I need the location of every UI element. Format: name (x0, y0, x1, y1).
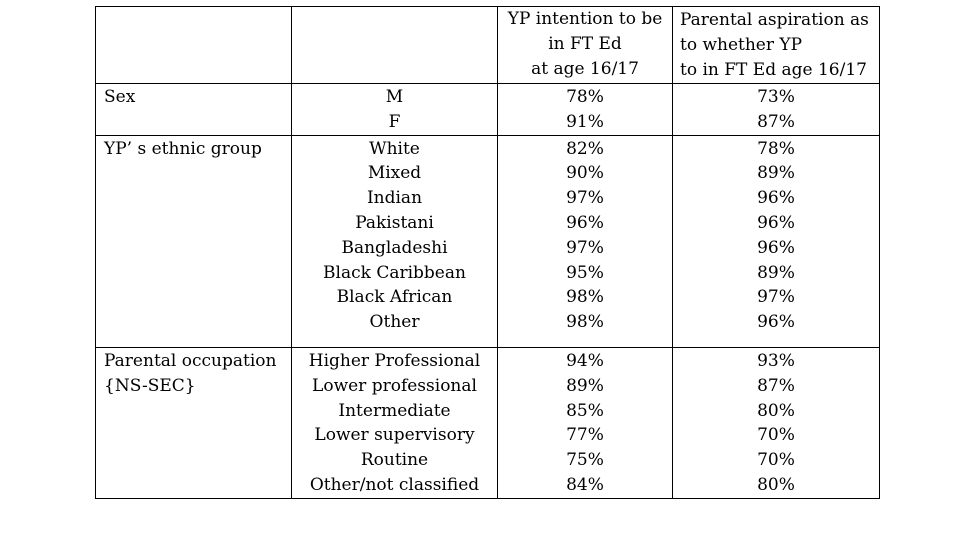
category-label: Other/not classified (309, 474, 480, 495)
header-yp-line-1: YP intention to be (507, 9, 663, 29)
parental-aspiration-value: 89% (757, 262, 795, 283)
category-label: Higher Professional (308, 350, 481, 371)
header-parent-line-2: to whether YP (680, 34, 803, 55)
header-row: YP intention to be in FT Ed at age 16/17… (95, 6, 880, 84)
parental-aspiration-value: 89% (757, 163, 795, 184)
yp-intention-cell: 82% 90% 97% 96% 97% 95% 98% 98% (497, 134, 673, 348)
header-cell-group (95, 6, 292, 84)
table-row: Parental occupation {NS-SEC} Higher Profes… (95, 346, 880, 499)
yp-intention-value: 78% (566, 87, 604, 107)
category-label: Bangladeshi (341, 237, 448, 258)
yp-intention-value: 91% (566, 111, 604, 132)
header-yp-line-3: at age 16/17 (531, 58, 639, 79)
parental-aspiration-value: 80% (757, 474, 795, 495)
parental-aspiration-value: 87% (757, 111, 795, 132)
category-label: F (388, 111, 401, 132)
yp-intention-value: 75% (566, 450, 604, 471)
data-table: YP intention to be in FT Ed at age 16/17… (95, 6, 880, 499)
category-label: Routine (360, 450, 429, 471)
yp-intention-value: 96% (566, 212, 604, 233)
parental-aspiration-value: 80% (757, 400, 795, 421)
yp-intention-value: 85% (566, 400, 604, 421)
parental-aspiration-value: 73% (757, 87, 795, 107)
category-cell: Higher Professional Lower professional Int… (291, 346, 498, 499)
group-label-cell: Sex (95, 83, 292, 136)
category-label: Lower professional (312, 375, 477, 396)
parental-aspiration-value: 87% (757, 375, 795, 396)
header-cell-category (291, 6, 498, 84)
category-label: Mixed (367, 163, 422, 184)
parental-aspiration-value: 93% (757, 350, 795, 371)
table-row: Sex M F 78% 91% 73% 87% (95, 83, 880, 136)
group-label: YP’ s ethnic group (104, 138, 262, 159)
row-spacer (498, 335, 672, 347)
yp-intention-cell: 78% 91% (497, 83, 673, 136)
yp-intention-value: 84% (566, 474, 604, 495)
parental-aspiration-cell: 78% 89% 96% 96% 96% 89% 97% 96% (672, 134, 880, 348)
yp-intention-value: 89% (566, 375, 604, 396)
header-yp-line-2: in FT Ed (548, 33, 622, 54)
yp-intention-value: 97% (566, 237, 604, 258)
category-label: Other (369, 312, 420, 333)
yp-intention-value: 77% (566, 425, 604, 446)
category-label: Indian (366, 188, 423, 209)
category-label: White (369, 138, 420, 159)
parental-aspiration-value: 97% (757, 287, 795, 308)
parental-aspiration-value: 70% (757, 450, 795, 471)
yp-intention-cell: 94% 89% 85% 77% 75% 84% (497, 346, 673, 499)
category-label: Intermediate (338, 400, 451, 421)
yp-intention-value: 98% (566, 287, 604, 308)
yp-intention-value: 95% (566, 262, 604, 283)
table-body: Sex M F 78% 91% 73% 87% YP’ s ethnic group White… (95, 83, 880, 499)
header-cell-parental-aspiration: Parental aspiration as to whether YP to … (672, 6, 880, 84)
category-label: Lower supervisory (314, 425, 475, 446)
parental-aspiration-cell: 93% 87% 80% 70% 70% 80% (672, 346, 880, 499)
yp-intention-value: 82% (566, 138, 604, 159)
group-label: Sex (104, 87, 136, 107)
category-label: Pakistani (355, 212, 434, 233)
header-cell-yp-intention: YP intention to be in FT Ed at age 16/17 (497, 6, 673, 84)
header-parent-line-3: to in FT Ed age 16/17 (680, 59, 867, 80)
row-spacer (292, 335, 497, 347)
group-label: Parental occupation (104, 350, 277, 371)
group-label: {NS-SEC} (104, 375, 196, 396)
category-label: Black Caribbean (323, 262, 466, 283)
category-label: M (385, 87, 404, 107)
group-label-cell: YP’ s ethnic group (95, 134, 292, 348)
parental-aspiration-value: 70% (757, 425, 795, 446)
group-label-cell: Parental occupation {NS-SEC} (95, 346, 292, 499)
parental-aspiration-value: 96% (757, 188, 795, 209)
yp-intention-value: 98% (566, 312, 604, 333)
parental-aspiration-value: 96% (757, 237, 795, 258)
category-cell: White Mixed Indian Pakistani Bangladeshi Blac… (291, 134, 498, 348)
parental-aspiration-value: 78% (757, 138, 795, 159)
parental-aspiration-value: 96% (757, 212, 795, 233)
table-row: YP’ s ethnic group White Mixed Indian Pakist… (95, 134, 880, 348)
yp-intention-value: 90% (566, 163, 604, 184)
category-label: Black African (336, 287, 453, 308)
yp-intention-value: 97% (566, 188, 604, 209)
parental-aspiration-cell: 73% 87% (672, 83, 880, 136)
parental-aspiration-value: 96% (757, 312, 795, 333)
header-parent-line-1: Parental aspiration as (680, 10, 869, 30)
row-spacer (673, 335, 879, 347)
yp-intention-value: 94% (566, 350, 604, 371)
